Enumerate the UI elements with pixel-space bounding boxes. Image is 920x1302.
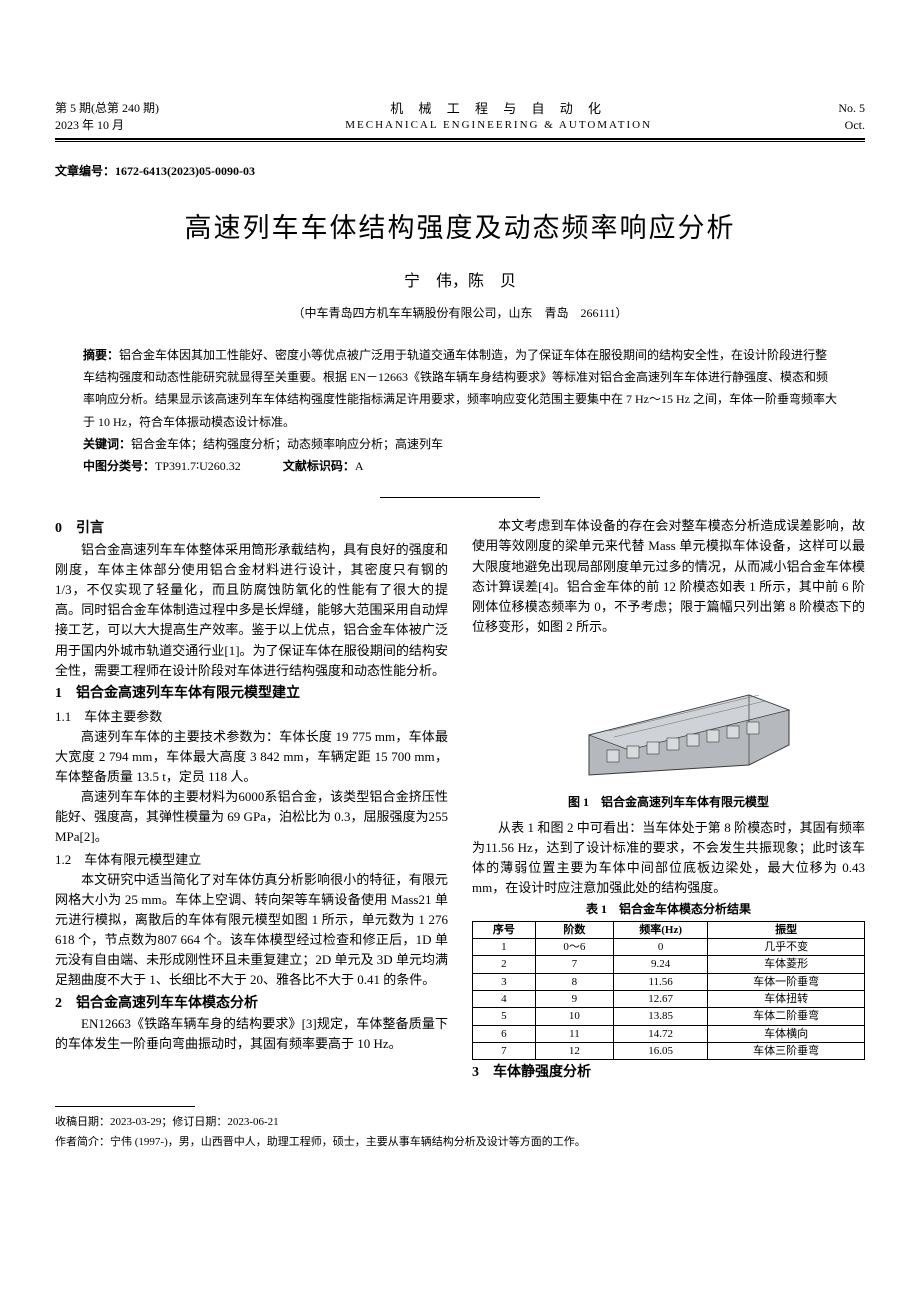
table-cell: 10 — [535, 1008, 613, 1025]
figure-1 — [472, 645, 865, 785]
table-cell: 14.72 — [614, 1025, 708, 1042]
abstract-body: 铝合金车体因其加工性能好、密度小等优点被广泛用于轨道交通车体制造，为了保证车体在… — [83, 348, 837, 429]
keywords-label: 关键词： — [83, 437, 131, 451]
th-3: 频率(Hz) — [614, 921, 708, 938]
table-cell: 车体扭转 — [708, 991, 865, 1008]
table-cell: 4 — [473, 991, 536, 1008]
issue-month: Oct. — [838, 117, 865, 134]
clc-value: TP391.7∶U260.32 — [155, 459, 241, 473]
abstract-divider — [380, 497, 540, 498]
journal-name-cn: 机 械 工 程 与 自 动 化 — [345, 100, 652, 118]
table-cell: 几乎不变 — [708, 939, 865, 956]
th-4: 振型 — [708, 921, 865, 938]
table-cell: 7 — [535, 956, 613, 973]
table-cell: 11 — [535, 1025, 613, 1042]
table-cell: 车体一阶垂弯 — [708, 973, 865, 990]
body-columns: 0 引言 铝合金高速列车车体整体采用筒形承载结构，具有良好的强度和刚度，车体主体… — [55, 516, 865, 1084]
section-1-2-p1: 本文研究中适当简化了对车体仿真分析影响很小的特征，有限元网格大小为 25 mm。… — [55, 870, 448, 991]
table-cell: 0～6 — [535, 939, 613, 956]
table-row: 10～60几乎不变 — [473, 939, 865, 956]
section-1-1-heading: 1.1 车体主要参数 — [55, 707, 448, 727]
table-row: 71216.05车体三阶垂弯 — [473, 1042, 865, 1059]
table-row: 61114.72车体横向 — [473, 1025, 865, 1042]
figure-1-caption: 图 1 铝合金高速列车车体有限元模型 — [472, 793, 865, 812]
table-cell: 6 — [473, 1025, 536, 1042]
affiliation: （中车青岛四方机车车辆股份有限公司，山东 青岛 266111） — [55, 304, 865, 322]
th-1: 序号 — [473, 921, 536, 938]
header-right: No. 5 Oct. — [838, 100, 865, 134]
section-0-p1: 铝合金高速列车车体整体采用筒形承载结构，具有良好的强度和刚度，车体主体部分使用铝… — [55, 540, 448, 681]
header-journal: 机 械 工 程 与 自 动 化 MECHANICAL ENGINEERING &… — [345, 100, 652, 134]
header-issue: 第 5 期(总第 240 期) 2023 年 10 月 — [55, 100, 159, 134]
authors: 宁 伟，陈 贝 — [55, 270, 865, 294]
left-column: 0 引言 铝合金高速列车车体整体采用筒形承载结构，具有良好的强度和刚度，车体主体… — [55, 516, 448, 1084]
table-cell: 16.05 — [614, 1042, 708, 1059]
section-2-p1: EN12663《铁路车辆车身的结构要求》[3]规定，车体整备质量下的车体发生一阶… — [55, 1014, 448, 1054]
section-3-heading: 3 车体静强度分析 — [472, 1062, 865, 1084]
th-2: 阶数 — [535, 921, 613, 938]
right-p1: 本文考虑到车体设备的存在会对整车模态分析造成误差影响，故使用等效刚度的梁单元来代… — [472, 516, 865, 637]
keywords-line: 关键词：铝合金车体；结构强度分析；动态频率响应分析；高速列车 — [83, 433, 837, 455]
article-id: 文章编号：1672-6413(2023)05-0090-03 — [55, 162, 865, 180]
table-cell: 1 — [473, 939, 536, 956]
table-cell: 12.67 — [614, 991, 708, 1008]
section-1-heading: 1 铝合金高速列车车体有限元模型建立 — [55, 683, 448, 705]
table-row: 51013.85车体二阶垂弯 — [473, 1008, 865, 1025]
table-row: 4912.67车体扭转 — [473, 991, 865, 1008]
section-1-1-p1: 高速列车车体的主要技术参数为：车体长度 19 775 mm，车体最大宽度 2 7… — [55, 727, 448, 787]
table-cell: 9 — [535, 991, 613, 1008]
page-header: 第 5 期(总第 240 期) 2023 年 10 月 机 械 工 程 与 自 … — [55, 100, 865, 140]
header-rule — [55, 141, 865, 142]
table-cell: 0 — [614, 939, 708, 956]
table-cell: 3 — [473, 973, 536, 990]
footnotes: 收稿日期：2023-03-29；修订日期：2023-06-21 作者简介：宁伟 … — [55, 1113, 865, 1153]
abstract-text: 摘要：铝合金车体因其加工性能好、密度小等优点被广泛用于轨道交通车体制造，为了保证… — [83, 344, 837, 433]
issue-line1: 第 5 期(总第 240 期) — [55, 100, 159, 117]
table-cell: 车体三阶垂弯 — [708, 1042, 865, 1059]
table-row: 279.24车体菱形 — [473, 956, 865, 973]
table-cell: 车体横向 — [708, 1025, 865, 1042]
journal-name-en: MECHANICAL ENGINEERING & AUTOMATION — [345, 118, 652, 133]
section-1-1-p2: 高速列车车体的主要材料为6000系铝合金，该类型铝合金挤压性能好、强度高，其弹性… — [55, 787, 448, 847]
right-column: 本文考虑到车体设备的存在会对整车模态分析造成误差影响，故使用等效刚度的梁单元来代… — [472, 516, 865, 1084]
table-cell: 车体二阶垂弯 — [708, 1008, 865, 1025]
right-p2: 从表 1 和图 2 中可看出：当车体处于第 8 阶模态时，其固有频率为11.56… — [472, 818, 865, 899]
table-cell: 车体菱形 — [708, 956, 865, 973]
keywords-text: 铝合金车体；结构强度分析；动态频率响应分析；高速列车 — [131, 437, 443, 451]
article-title: 高速列车车体结构强度及动态频率响应分析 — [55, 208, 865, 249]
table-row: 3811.56车体一阶垂弯 — [473, 973, 865, 990]
table-cell: 11.56 — [614, 973, 708, 990]
article-id-label: 文章编号： — [55, 164, 115, 178]
footnote-bio: 作者简介：宁伟 (1997-)，男，山西晋中人，助理工程师，硕士，主要从事车辆结… — [55, 1133, 865, 1153]
table-cell: 7 — [473, 1042, 536, 1059]
table-cell: 8 — [535, 973, 613, 990]
table-cell: 12 — [535, 1042, 613, 1059]
table-1: 序号 阶数 频率(Hz) 振型 10～60几乎不变279.24车体菱形3811.… — [472, 921, 865, 1060]
table-cell: 9.24 — [614, 956, 708, 973]
section-1-2-heading: 1.2 车体有限元模型建立 — [55, 850, 448, 870]
train-body-icon — [539, 645, 799, 785]
clc-label: 中图分类号： — [83, 459, 155, 473]
doc-code-label: 文献标识码： — [283, 459, 355, 473]
section-0-heading: 0 引言 — [55, 518, 448, 540]
doc-code-value: A — [355, 459, 364, 473]
section-2-heading: 2 铝合金高速列车车体模态分析 — [55, 993, 448, 1015]
table-cell: 13.85 — [614, 1008, 708, 1025]
abstract-label: 摘要： — [83, 348, 119, 362]
issue-no: No. 5 — [838, 100, 865, 117]
footnote-separator — [55, 1106, 195, 1107]
table-cell: 5 — [473, 1008, 536, 1025]
table-header-row: 序号 阶数 频率(Hz) 振型 — [473, 921, 865, 938]
issue-line2: 2023 年 10 月 — [55, 117, 159, 134]
table-1-caption: 表 1 铝合金车体模态分析结果 — [472, 900, 865, 919]
article-id-value: 1672-6413(2023)05-0090-03 — [115, 164, 255, 178]
table-cell: 2 — [473, 956, 536, 973]
abstract-block: 摘要：铝合金车体因其加工性能好、密度小等优点被广泛用于轨道交通车体制造，为了保证… — [83, 344, 837, 477]
classifications-line: 中图分类号：TP391.7∶U260.32 文献标识码：A — [83, 455, 837, 477]
footnote-received: 收稿日期：2023-03-29；修订日期：2023-06-21 — [55, 1113, 865, 1133]
